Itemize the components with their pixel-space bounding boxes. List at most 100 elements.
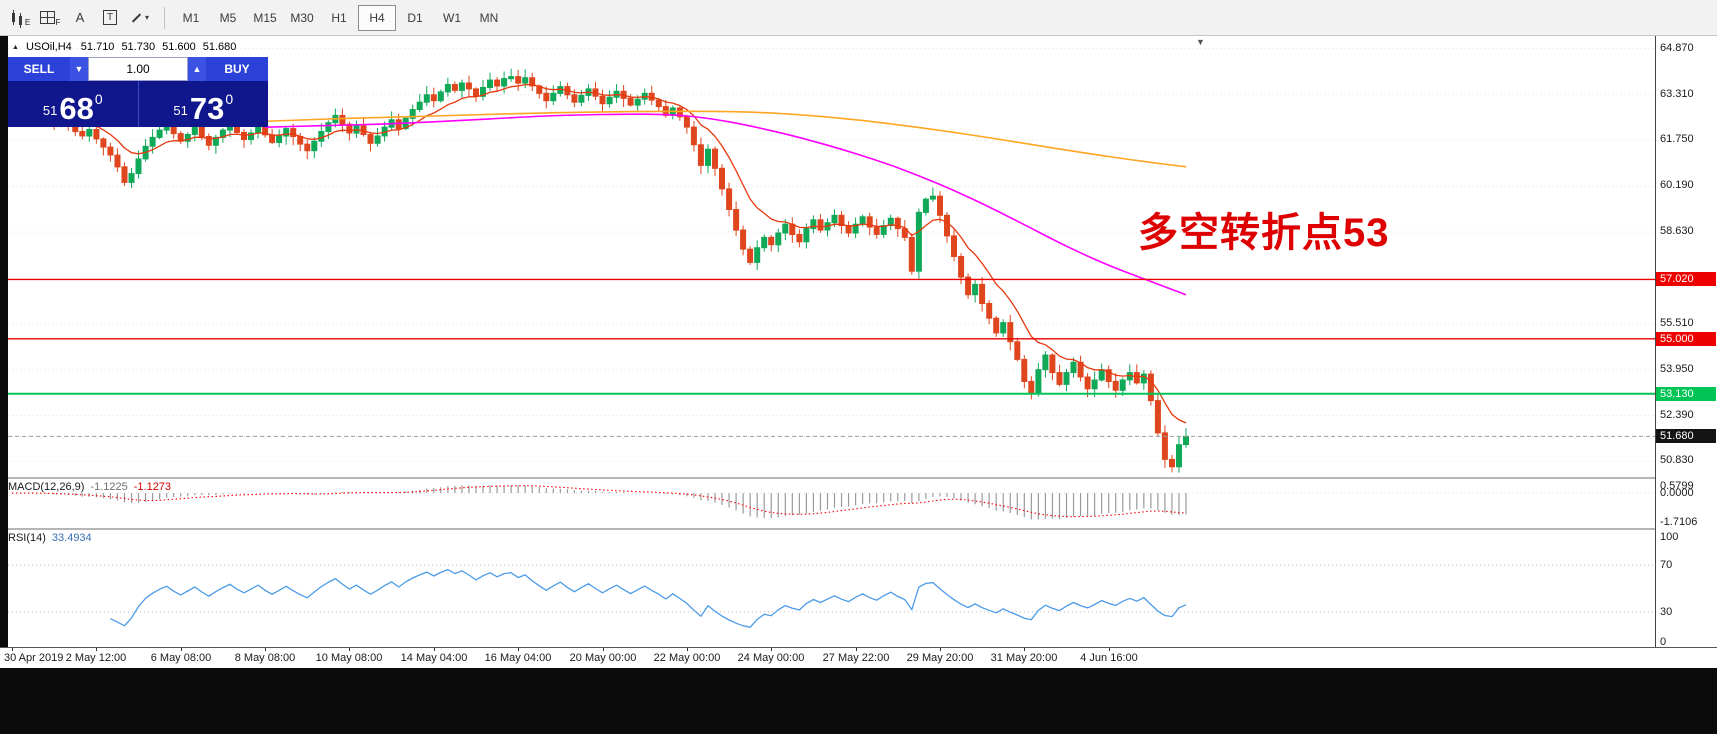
macd-panel[interactable]: MACD(12,26,9) -1.1225 -1.1273 [0,479,1655,528]
time-tick [349,648,350,651]
time-tick [771,648,772,651]
timeframe-m1[interactable]: M1 [182,10,200,25]
symbol-marker-icon: ▲ [12,43,19,51]
time-tick [518,648,519,651]
price-badge-53.130: 53.130 [1656,387,1716,401]
text-tool-icon[interactable]: T [96,5,124,31]
time-label: 20 May 00:00 [569,652,637,664]
time-label: 31 May 20:00 [990,652,1058,664]
price-tick-53.950: 53.950 [1660,363,1694,375]
time-label: 6 May 08:00 [150,652,212,664]
time-tick [1109,648,1110,651]
rsi-panel[interactable]: RSI(14) 33.4934 [0,530,1655,647]
price-tick-64.870: 64.870 [1660,42,1694,54]
macd-title: MACD(12,26,9) [8,481,85,493]
buy-price-sup: 0 [225,91,234,107]
label-tool-icon[interactable]: A [66,5,94,31]
chart-annotation-text: 多空转折点53 [1138,211,1390,255]
price-tick-rsi-0: 0 [1660,636,1667,648]
price-badge-51.680: 51.680 [1656,429,1716,443]
glyph: T [102,10,118,25]
panel-splitter[interactable] [0,477,1655,479]
macd-main-value: -1.1225 [90,481,128,493]
price-tick-61.750: 61.750 [1660,133,1694,145]
macd-canvas [8,485,1655,520]
price-tick-58.630: 58.630 [1660,225,1694,237]
sell-price-big: 68 [59,90,94,126]
rsi-canvas [8,564,1655,629]
buy-price[interactable]: 51 73 0 [139,81,269,127]
volume-decrease-button[interactable]: ▼ [70,57,88,81]
bar-high-value: 51.730 [121,41,156,53]
buy-price-big: 73 [189,90,225,126]
rsi-title: RSI(14) [8,532,46,544]
timeframe-m30[interactable]: M30 [290,10,314,25]
buy-price-small: 51 [173,103,188,118]
chart-shift-marker-icon[interactable]: ▼ [1196,37,1205,47]
time-tick [434,648,435,651]
timeframe-h4[interactable]: H4 [358,4,396,31]
macd-label: MACD(12,26,9) -1.1225 -1.1273 [8,481,171,493]
sell-button[interactable]: SELL [8,57,70,81]
timeframe-mn[interactable]: MN [479,10,499,25]
time-tick [687,648,688,651]
price-tick-rsi-100: 100 [1660,531,1679,543]
drawing-tools-icon[interactable]: ▾ [126,5,154,31]
time-label: 16 May 04:00 [484,652,552,664]
indicator-grid-icon[interactable]: F [36,5,64,31]
sell-price-sup: 0 [94,91,103,107]
badge: F [55,18,61,27]
price-badge-57.020: 57.020 [1656,272,1716,286]
time-label: 30 Apr 2019 [4,652,64,664]
candlestick-chart-icon[interactable]: E [6,5,34,31]
chevron-down-icon: ▾ [144,13,149,22]
grid-glyph [39,11,55,24]
volume-increase-button[interactable]: ▲ [188,57,206,81]
time-label: 2 May 12:00 [65,652,127,664]
macd-signal-value: -1.1273 [133,481,172,493]
one-click-trading-panel: SELL ▼ 1.00 ▲ BUY 51 68 0 51 73 0 [8,57,268,127]
bar-close-value: 51.680 [202,41,237,53]
glyph: A [75,10,85,25]
sell-price[interactable]: 51 68 0 [8,81,138,127]
time-label: 22 May 00:00 [653,652,721,664]
price-tick-55.510: 55.510 [1660,317,1694,329]
toolbar: E F A T ▾ M1 M5 M15 M30 H1 H4 D1 W1 MN [0,0,1717,36]
time-label: 14 May 04:00 [400,652,468,664]
time-tick [603,648,604,651]
candle-glyph [18,12,22,28]
time-axis[interactable]: 30 Apr 2019 2 May 12:00 6 May 08:00 8 May 0… [0,647,1717,668]
timeframe-h1[interactable]: H1 [331,10,347,25]
timeframe-m5[interactable]: M5 [219,10,237,25]
price-tick-63.310: 63.310 [1660,88,1694,100]
volume-input[interactable]: 1.00 [88,57,188,81]
sell-price-small: 51 [42,103,58,118]
time-label: 8 May 08:00 [234,652,296,664]
chart-left-gutter [0,36,8,647]
price-badge-55.000: 55.000 [1656,332,1716,346]
bar-open-value: 51.710 [80,41,115,53]
panel-splitter[interactable] [0,528,1655,530]
price-tick-rsi-70: 70 [1660,559,1673,571]
time-label: 24 May 00:00 [737,652,805,664]
timeframe-d1[interactable]: D1 [407,10,423,25]
candle-glyph [11,10,15,25]
time-label: 29 May 20:00 [906,652,974,664]
price-tick-macd--1.7106: -1.7106 [1660,516,1698,528]
timeframe-m15[interactable]: M15 [253,10,277,25]
price-tick-52.390: 52.390 [1660,409,1694,421]
buy-button[interactable]: BUY [206,57,268,81]
time-tick [96,648,97,651]
time-label: 10 May 08:00 [315,652,383,664]
price-tick-macd-0.5799: 0.5799 [1660,480,1694,492]
rsi-value: 33.4934 [51,532,92,544]
price-tick-50.830: 50.830 [1660,454,1694,466]
time-tick [181,648,182,651]
main-chart[interactable]: ▲ USOil,H4 51.710 51.730 51.600 51.680 S… [0,36,1655,477]
symbol-name: USOil,H4 [25,41,72,53]
price-axis[interactable]: 64.870 63.310 61.750 60.190 58.630 57.020 55.5… [1655,36,1717,648]
price-tick-macd-0.0000: 0.0000 [1660,487,1694,499]
price-tick-rsi-30: 30 [1660,606,1673,618]
bar-low-value: 51.600 [162,41,196,53]
timeframe-w1[interactable]: W1 [443,10,461,25]
